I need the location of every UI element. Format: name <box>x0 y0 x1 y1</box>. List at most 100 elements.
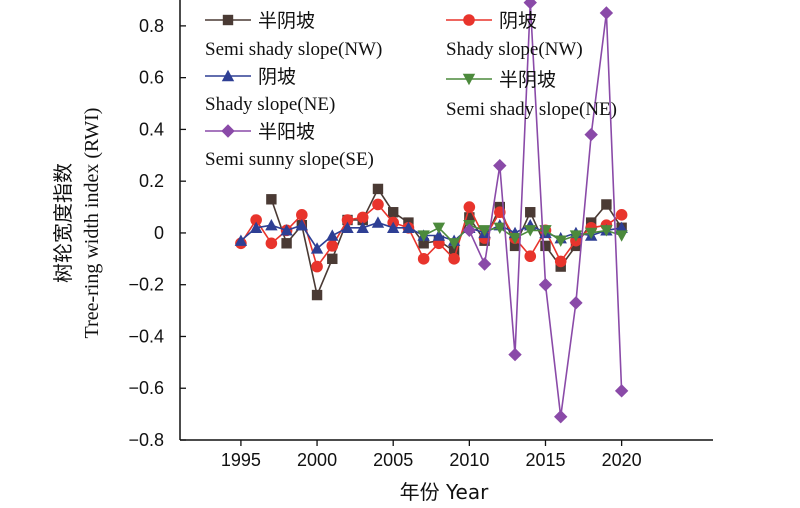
data-point <box>341 214 354 226</box>
legend-swatch-marker <box>221 124 235 138</box>
y-tick-label: 0.6 <box>139 68 164 88</box>
data-point <box>448 245 460 257</box>
data-point <box>508 232 522 245</box>
series-3 <box>417 219 628 250</box>
x-tick-label: 2020 <box>602 450 642 470</box>
legend-item-4: 半阳坡 Semi sunny slope(SE) <box>205 121 374 170</box>
data-point <box>341 221 354 233</box>
y-axis-title-cn: 树轮宽度指数 <box>51 163 75 283</box>
x-tick-label: 2010 <box>449 450 489 470</box>
data-point <box>281 238 292 249</box>
data-point <box>569 296 583 310</box>
x-tick-label: 2015 <box>525 450 565 470</box>
data-point <box>448 253 460 265</box>
data-point <box>493 222 506 234</box>
data-point <box>265 218 278 231</box>
series-layer <box>234 0 629 424</box>
data-point <box>540 240 551 252</box>
legend-label-en: Shady slope(NW) <box>446 39 583 60</box>
data-point <box>569 230 583 242</box>
data-point <box>310 242 324 254</box>
data-point <box>463 201 476 213</box>
data-point <box>525 207 536 218</box>
data-point <box>417 230 430 242</box>
data-point <box>418 238 429 249</box>
legend-item-0: 半阴坡 Semi shady slope(NW) <box>205 10 382 60</box>
data-point <box>249 221 263 233</box>
data-point <box>402 221 415 233</box>
data-point <box>234 234 248 246</box>
legend-label-cn: 半阴坡 <box>258 10 315 32</box>
data-point <box>311 260 323 273</box>
x-tick-label: 1995 <box>221 450 261 470</box>
data-point <box>371 216 385 228</box>
legend-swatch-marker <box>462 73 476 86</box>
data-point <box>280 224 293 236</box>
data-point <box>326 229 339 241</box>
data-point <box>523 0 537 10</box>
data-point <box>462 223 477 238</box>
data-point <box>493 158 507 173</box>
data-point <box>387 221 400 233</box>
data-point <box>388 207 399 218</box>
data-point <box>432 229 446 241</box>
legend-label-en: Shady slope(NE) <box>205 94 335 115</box>
y-tick-label: −0.6 <box>128 378 164 398</box>
data-point <box>250 214 262 226</box>
data-point <box>601 199 612 210</box>
data-point <box>599 6 614 20</box>
x-tick-label: 2005 <box>373 450 413 470</box>
data-point <box>509 240 521 252</box>
data-point <box>478 225 491 237</box>
data-point <box>372 183 384 195</box>
data-point <box>265 237 278 250</box>
data-point <box>584 127 598 142</box>
data-point <box>554 410 568 424</box>
y-tick-label: 0 <box>154 223 164 243</box>
data-point <box>615 209 628 221</box>
data-point <box>432 222 446 234</box>
data-point <box>417 253 430 265</box>
data-point <box>372 198 384 211</box>
axes: −0.8 −0.6 −0.4 −0.2 0 0.2 0.4 0.6 0.8 1995 2000 200… <box>128 0 713 470</box>
data-point <box>326 240 339 252</box>
data-point <box>614 384 629 398</box>
data-point <box>477 257 492 271</box>
data-point <box>327 253 338 265</box>
x-axis-title: 年份 Year <box>400 480 489 504</box>
y-tick-label: 0.8 <box>139 16 164 36</box>
legend-label-en: Semi shady slope(NE) <box>446 99 617 120</box>
y-tick-label: −0.2 <box>128 275 164 295</box>
legend-swatch-marker <box>221 69 235 82</box>
data-point <box>524 225 537 237</box>
legend-label-cn: 半阴坡 <box>499 69 556 91</box>
data-point <box>356 211 369 224</box>
y-tick-label: 0.4 <box>139 119 164 139</box>
data-point <box>464 212 475 223</box>
legend-label-cn: 阴坡 <box>258 66 296 88</box>
legend-swatch-marker <box>463 14 475 26</box>
data-point <box>584 227 598 240</box>
data-point <box>615 230 628 242</box>
legend-item-2: 阴坡 Shady slope(NE) <box>205 66 335 115</box>
data-point <box>266 194 277 205</box>
data-point <box>538 278 553 292</box>
y-tick-label: −0.4 <box>128 326 164 346</box>
data-point <box>295 218 309 231</box>
legend-item-1: 阴坡 Shady slope(NW) <box>446 10 583 60</box>
data-point <box>554 235 567 247</box>
data-point <box>600 225 613 237</box>
data-point <box>447 238 461 250</box>
y-tick-label: −0.8 <box>128 430 164 450</box>
axis-labels: 年份 Year 树轮宽度指数 Tree-ring width index (RW… <box>51 108 489 504</box>
legend: 半阴坡 Semi shady slope(NW) 阴坡 Shady slope(NW)… <box>205 10 617 170</box>
legend-item-3: 半阴坡 Semi shady slope(NE) <box>446 69 617 120</box>
legend-swatch-marker <box>222 14 234 26</box>
legend-label-cn: 半阳坡 <box>258 121 315 143</box>
x-tick-label: 2000 <box>297 450 337 470</box>
legend-label-en: Semi sunny slope(SE) <box>205 149 374 170</box>
data-point <box>508 347 522 362</box>
legend-label-cn: 阴坡 <box>499 10 537 32</box>
series-4 <box>462 0 629 424</box>
